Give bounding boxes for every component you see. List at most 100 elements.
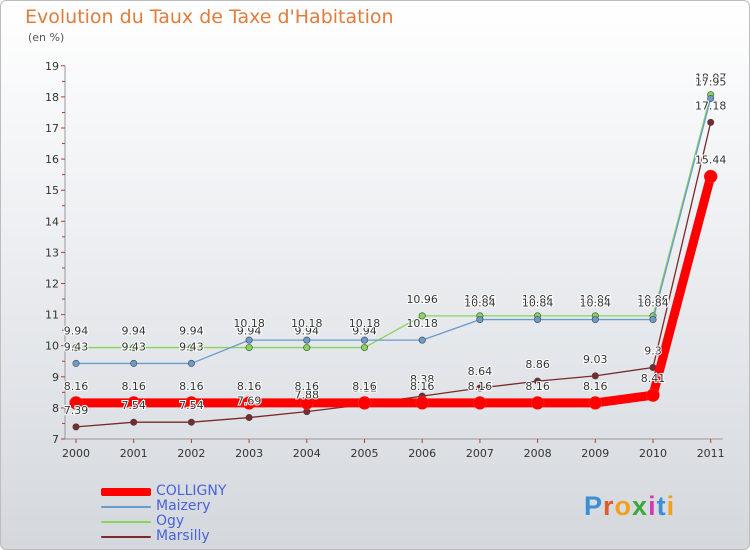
data-label-colligny: 8.16	[64, 380, 89, 393]
data-point-maizery	[591, 316, 599, 324]
data-label-marsilly: 8.86	[525, 358, 550, 371]
data-label-ogy: 9.94	[121, 325, 146, 338]
series-line-maizery	[75, 97, 712, 365]
data-point-maizery	[130, 359, 138, 367]
legend-label: Maizery	[156, 498, 211, 514]
data-point-colligny	[473, 396, 487, 410]
x-tick-label: 2004	[293, 447, 321, 460]
y-tick-label: 17	[45, 122, 59, 135]
data-label-ogy: 10.96	[522, 293, 554, 306]
x-tick-label: 2009	[581, 447, 609, 460]
data-label-colligny: 8.16	[468, 380, 493, 393]
data-point-marsilly	[476, 384, 484, 392]
data-point-maizery	[534, 316, 542, 324]
data-label-marsilly: 8.64	[468, 365, 493, 378]
legend-label: COLLIGNY	[156, 483, 227, 499]
series-line-colligny	[71, 172, 716, 408]
data-label-ogy: 9.94	[352, 325, 377, 338]
data-label-marsilly: 17.18	[695, 99, 727, 112]
chart-title: Evolution du Taux de Taxe d'Habitation	[25, 6, 394, 28]
x-tick-label: 2010	[639, 447, 667, 460]
data-point-ogy	[130, 344, 138, 352]
data-label-maizery: 10.18	[233, 317, 265, 330]
legend-label: Marsilly	[156, 528, 210, 544]
data-label-colligny: 8.16	[295, 380, 320, 393]
data-point-colligny	[126, 396, 141, 410]
data-label-colligny: 8.16	[410, 380, 435, 393]
data-point-colligny	[69, 396, 83, 410]
data-label-maizery: 9.43	[64, 340, 89, 353]
data-label-marsilly: 8.11	[352, 381, 377, 394]
y-tick-label: 18	[45, 91, 59, 104]
data-point-maizery	[649, 316, 657, 324]
data-label-ogy: 9.94	[64, 325, 89, 338]
y-tick-label: 9	[52, 371, 59, 384]
data-point-maizery	[303, 336, 311, 344]
data-label-colligny: 8.16	[179, 380, 204, 393]
series-line-ogy	[75, 94, 712, 349]
data-label-ogy: 18.07	[695, 72, 727, 85]
data-label-ogy: 9.94	[179, 325, 204, 338]
data-point-maizery	[418, 336, 426, 344]
data-label-marsilly: 9.03	[583, 353, 608, 366]
data-label-marsilly: 7.39	[64, 404, 89, 417]
data-point-marsilly	[72, 423, 80, 431]
data-point-ogy	[245, 344, 253, 352]
data-label-colligny: 8.16	[237, 380, 262, 393]
data-point-marsilly	[187, 418, 195, 426]
data-label-colligny: 8.16	[121, 380, 146, 393]
data-label-colligny: 8.41	[641, 372, 666, 385]
data-label-maizery: 10.18	[291, 317, 323, 330]
data-point-colligny	[588, 396, 603, 410]
legend-swatch	[101, 488, 151, 496]
chart-series	[69, 91, 718, 431]
data-point-colligny	[242, 396, 256, 410]
y-tick-label: 14	[45, 215, 59, 228]
data-label-ogy: 10.96	[406, 293, 438, 306]
data-label-maizery: 10.84	[580, 297, 612, 310]
data-label-maizery: 9.43	[121, 340, 146, 353]
x-tick-label: 2001	[120, 447, 148, 460]
data-label-maizery: 10.84	[637, 297, 669, 310]
proxiti-logo: Proxiti	[584, 491, 676, 521]
chart-subtitle: (en %)	[28, 31, 65, 44]
x-tick-label: 2002	[177, 447, 205, 460]
data-label-ogy: 9.94	[295, 325, 320, 338]
data-point-colligny	[184, 396, 199, 410]
data-point-marsilly	[130, 418, 138, 426]
data-point-marsilly	[707, 118, 715, 126]
y-tick-label: 10	[45, 340, 59, 353]
x-tick-label: 2003	[235, 447, 263, 460]
data-label-ogy: 10.96	[637, 293, 669, 306]
y-tick-label: 7	[52, 433, 59, 446]
data-label-marsilly: 9.3	[644, 344, 662, 357]
legend-label: Ogy	[156, 513, 185, 529]
y-tick-label: 8	[52, 402, 59, 415]
x-tick-label: 2000	[62, 447, 90, 460]
data-point-colligny	[300, 396, 314, 410]
legend-swatch	[101, 536, 151, 538]
data-label-ogy: 9.94	[237, 325, 262, 338]
data-label-marsilly: 7.54	[179, 399, 204, 412]
x-tick-label: 2008	[524, 447, 552, 460]
data-point-colligny	[357, 396, 372, 410]
data-label-marsilly: 7.54	[121, 399, 146, 412]
data-point-ogy	[360, 344, 368, 352]
data-point-colligny	[415, 396, 429, 410]
series-line-marsilly	[75, 121, 712, 428]
data-label-marsilly: 7.88	[295, 389, 320, 402]
x-tick-label: 2011	[697, 447, 725, 460]
data-point-maizery	[72, 359, 80, 367]
data-point-marsilly	[534, 377, 542, 385]
data-label-marsilly: 8.38	[410, 373, 435, 386]
data-point-ogy	[72, 344, 80, 352]
y-tick-label: 12	[45, 278, 59, 291]
data-point-colligny	[646, 388, 660, 402]
data-label-colligny: 8.16	[525, 380, 550, 393]
data-label-ogy: 10.96	[464, 293, 496, 306]
data-label-maizery: 9.43	[179, 340, 204, 353]
data-point-maizery	[707, 94, 715, 102]
legend-swatch	[101, 506, 151, 508]
